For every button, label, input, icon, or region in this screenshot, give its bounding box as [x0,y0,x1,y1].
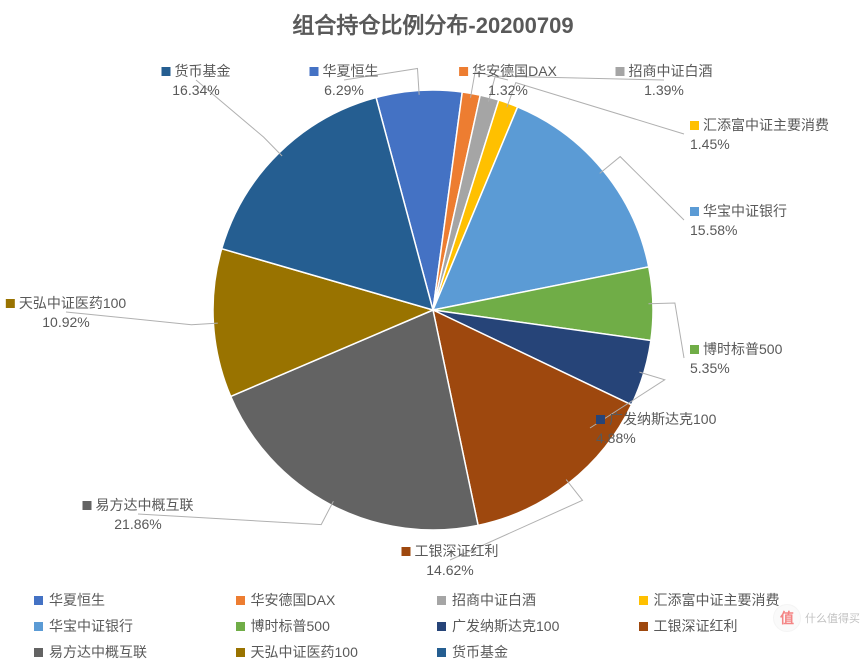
watermark-logo-icon: 值 [773,604,801,632]
callout-swatch-icon [690,345,699,354]
legend-swatch-icon [236,596,245,605]
legend-label: 货币基金 [452,642,508,662]
callout-percent: 6.29% [310,81,379,100]
watermark: 值 什么值得买 [773,604,860,632]
callout-percent: 4.88% [596,429,716,448]
slice-callout: 华安德国DAX 1.32% [459,62,557,100]
callout-percent: 5.35% [690,359,782,378]
legend-item: 招商中证白酒 [437,590,631,610]
legend-swatch-icon [236,648,245,657]
legend-label: 华宝中证银行 [49,616,133,636]
chart-title: 组合持仓比例分布-20200709 [0,8,866,40]
slice-callout: 天弘中证医药100 10.92% [6,294,126,332]
legend-swatch-icon [236,622,245,631]
callout-label: 广发纳斯达克100 [609,411,716,427]
callout-percent: 1.39% [616,81,713,100]
legend-label: 华夏恒生 [49,590,105,610]
legend-item: 广发纳斯达克100 [437,616,631,636]
legend-label: 工银深证红利 [654,616,738,636]
legend-swatch-icon [34,596,43,605]
callout-label: 汇添富中证主要消费 [703,117,829,133]
legend-label: 华安德国DAX [251,590,336,610]
callout-percent: 10.92% [6,313,126,332]
legend-swatch-icon [34,622,43,631]
callout-swatch-icon [596,415,605,424]
pie-chart-container: 组合持仓比例分布-20200709 华夏恒生 6.29% 华安德国DAX 1.32% 招… [0,0,866,670]
legend-label: 汇添富中证主要消费 [654,590,780,610]
callout-percent: 1.45% [690,135,829,154]
legend-swatch-icon [437,622,446,631]
legend-item: 天弘中证医药100 [236,642,430,662]
callout-percent: 21.86% [83,515,194,534]
slice-callout: 华宝中证银行 15.58% [690,202,787,240]
callout-percent: 16.34% [162,81,231,100]
callout-swatch-icon [690,121,699,130]
legend-item: 易方达中概互联 [34,642,228,662]
legend-swatch-icon [34,648,43,657]
callout-swatch-icon [6,299,15,308]
callout-label: 华宝中证银行 [703,203,787,219]
legend-item: 华安德国DAX [236,590,430,610]
legend-swatch-icon [639,622,648,631]
legend-swatch-icon [437,648,446,657]
legend-item: 博时标普500 [236,616,430,636]
slice-callout: 工银深证红利 14.62% [402,542,499,580]
slice-callout: 货币基金 16.34% [162,62,231,100]
legend-label: 天弘中证医药100 [251,642,358,662]
legend-item: 华宝中证银行 [34,616,228,636]
callout-label: 工银深证红利 [415,543,499,559]
pie-svg [213,90,653,530]
callout-swatch-icon [459,67,468,76]
slice-callout: 易方达中概互联 21.86% [83,496,194,534]
callout-swatch-icon [162,67,171,76]
callout-label: 招商中证白酒 [629,63,713,79]
legend-swatch-icon [437,596,446,605]
legend-label: 招商中证白酒 [452,590,536,610]
callout-percent: 1.32% [459,81,557,100]
watermark-text: 什么值得买 [805,610,860,626]
pie-area: 华夏恒生 6.29% 华安德国DAX 1.32% 招商中证白酒 1.39% 汇添富中证主要消… [0,40,866,580]
callout-percent: 15.58% [690,221,787,240]
slice-callout: 华夏恒生 6.29% [310,62,379,100]
callout-label: 华夏恒生 [323,63,379,79]
callout-percent: 14.62% [402,561,499,580]
callout-label: 华安德国DAX [472,63,557,79]
callout-swatch-icon [83,501,92,510]
legend-item: 华夏恒生 [34,590,228,610]
callout-label: 天弘中证医药100 [19,295,126,311]
callout-swatch-icon [310,67,319,76]
legend-label: 易方达中概互联 [49,642,147,662]
callout-label: 易方达中概互联 [96,497,194,513]
slice-callout: 招商中证白酒 1.39% [616,62,713,100]
callout-label: 货币基金 [175,63,231,79]
slice-callout: 博时标普500 5.35% [690,340,782,378]
leader-line [649,303,684,358]
callout-swatch-icon [690,207,699,216]
callout-swatch-icon [402,547,411,556]
legend-swatch-icon [639,596,648,605]
slice-callout: 汇添富中证主要消费 1.45% [690,116,829,154]
legend: 华夏恒生 华安德国DAX 招商中证白酒 汇添富中证主要消费华宝中证银行 博时标普500 广… [34,590,832,662]
callout-swatch-icon [616,67,625,76]
legend-label: 博时标普500 [251,616,330,636]
callout-label: 博时标普500 [703,341,782,357]
legend-label: 广发纳斯达克100 [452,616,559,636]
slice-callout: 广发纳斯达克100 4.88% [596,410,716,448]
legend-item: 货币基金 [437,642,631,662]
